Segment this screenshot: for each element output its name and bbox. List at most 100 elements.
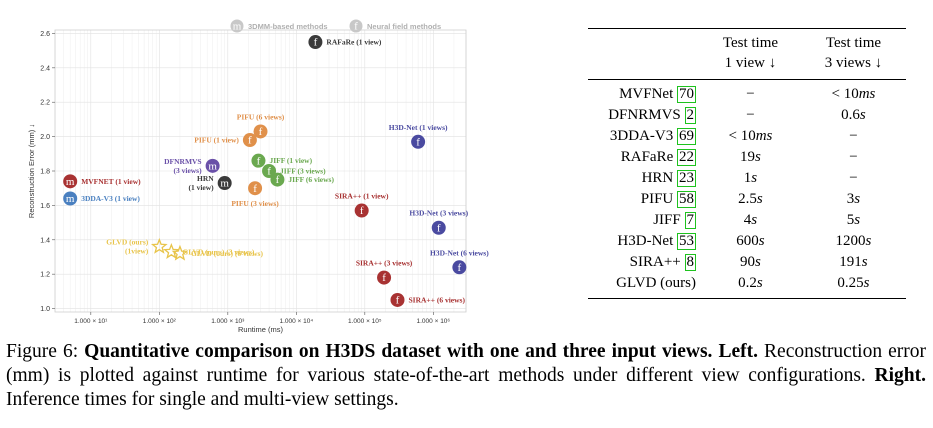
caption-left-text: Reconstruction error (mm) is plotted aga… [6, 341, 927, 386]
citation-link[interactable]: 53 [677, 233, 696, 250]
method-name: RAFaRe [620, 149, 674, 165]
table-row: 3DDA-V3 69 < 10ms − [588, 126, 906, 147]
y-tick-label: 2.2 [40, 100, 50, 107]
method-name: SIRA++ [629, 254, 681, 270]
citation-link[interactable]: 69 [677, 128, 696, 145]
m-badge-icon [230, 19, 244, 33]
m-badge-icon [205, 158, 220, 173]
point-label: H3D-Net (3 views) [409, 209, 468, 218]
time-1-view-cell: 90s [740, 254, 761, 270]
x-tick-label: 1.000 × 10⁴ [279, 318, 313, 325]
citation-link[interactable]: 2 [684, 107, 696, 124]
time-3-views-cell: 5s [846, 212, 861, 228]
data-point: f SIRA++ (6 views) [390, 292, 465, 307]
point-label: H3D-Net (6 views) [430, 248, 489, 257]
time-3-views-cell: 0.6s [841, 107, 866, 123]
table-row: GLVD (ours) 0.2s 0.25s [588, 273, 906, 299]
point-marker-letter: m [208, 160, 217, 172]
f-badge-icon [262, 164, 277, 178]
y-tick-label: 1.4 [40, 237, 50, 244]
caption-left-label: Left. [718, 341, 758, 362]
f-badge-icon [431, 220, 446, 235]
point-marker-letter: f [267, 166, 271, 178]
f-badge-icon [349, 19, 363, 33]
y-ticks: 1.0 1.2 1.4 1.6 1.8 2.0 2.2 2.4 2.6 [40, 31, 55, 313]
legend-item: f Neural field methods [349, 19, 441, 33]
x-tick-label: 1.000 × 10¹ [74, 318, 108, 325]
time-3-views-cell: 0.25s [800, 273, 906, 299]
citation-link[interactable]: 8 [684, 254, 696, 271]
f-badge-icon [354, 203, 369, 218]
data-point: f JIFF (1 view) [251, 153, 313, 168]
data-point: GLVD (ours) (3 views) [162, 243, 255, 259]
point-marker-letter: f [360, 205, 364, 217]
method-cell: SIRA++ 8 [588, 252, 700, 273]
caption-title: Quantitative comparison on H3DS dataset … [84, 341, 713, 362]
data-point: f RAFaRe (1 view) [308, 35, 382, 50]
method-name: HRN [641, 170, 674, 186]
table-row: PIFU 58 2.5s 3s [588, 189, 906, 210]
x-axis-label: Runtime (ms) [238, 325, 284, 334]
table-row: MVFNet 70 − < 10ms [588, 80, 906, 106]
point-label: PIFU (1 view) [194, 136, 239, 145]
citation-link[interactable]: 58 [677, 191, 696, 208]
citation-link[interactable]: 70 [677, 86, 696, 103]
time-1-view-cell: 600s [736, 233, 765, 249]
point-label: PIFU (6 views) [237, 112, 285, 121]
time-1-view-cell: < 10ms [728, 128, 773, 144]
header-test-time-3: Test time 3 views ↓ [800, 28, 906, 80]
point-marker-letter: f [382, 272, 386, 284]
f-badge-icon [377, 270, 392, 285]
time-1-view-cell: − [746, 86, 755, 102]
point-marker-letter: f [276, 174, 280, 186]
point-label: H3D-Net (1 views) [389, 123, 448, 132]
y-tick-label: 1.0 [40, 306, 50, 313]
point-marker-letter: f [259, 126, 263, 138]
data-point: f H3D-Net (1 views) [389, 123, 448, 149]
method-cell: HRN 23 [588, 168, 700, 189]
point-label: PIFU (3 views) [231, 199, 279, 208]
table-body: MVFNet 70 − < 10ms DFNRMVS 2 − 0.6s 3DDA-V3 69… [588, 80, 906, 299]
legend-marker-letter: m [233, 21, 242, 33]
point-label: JIFF (1 view) [269, 156, 312, 165]
point-marker-letter: m [220, 178, 229, 190]
method-name: DFNRMVS [608, 107, 681, 123]
f-badge-icon [308, 35, 323, 50]
method-name: PIFU [640, 191, 674, 207]
point-marker-letter: f [257, 155, 261, 167]
method-name: JIFF [653, 212, 681, 228]
citation-link[interactable]: 23 [677, 170, 696, 187]
method-name: MVFNet [619, 86, 674, 102]
table-header-row: Test time 1 view ↓ Test time 3 views ↓ [588, 28, 906, 80]
point-label: HRN (1 view) [188, 174, 214, 192]
method-cell: GLVD (ours) [588, 273, 700, 299]
point-label: GLVD (ours) (3 views) [182, 247, 255, 256]
data-point: f SIRA++ (1 view) [335, 192, 389, 218]
citation-link[interactable]: 7 [684, 212, 696, 229]
point-label: 3DDA-V3 (1 view) [81, 194, 140, 203]
m-badge-icon [63, 174, 78, 189]
method-cell: 3DDA-V3 69 [588, 126, 700, 147]
legend: m 3DMM-based methods f Neural field methods [230, 19, 441, 33]
data-point: f PIFU (1 view) [194, 133, 257, 148]
method-name: GLVD (ours) [616, 275, 696, 291]
x-ticks: 1.000 × 10¹ 1.000 × 10² 1.000 × 10³ 1.000 ×… [74, 312, 450, 325]
f-badge-icon [251, 153, 266, 168]
point-marker-letter: m [66, 176, 75, 188]
star-icon [171, 244, 189, 261]
point-marker-letter: f [396, 295, 400, 307]
point-marker-letter: f [416, 136, 420, 148]
legend-label: 3DMM-based methods [248, 22, 328, 31]
point-marker-letter: m [66, 193, 75, 205]
time-3-views-cell: − [849, 149, 858, 165]
caption-prefix: Figure 6: [6, 341, 79, 362]
y-tick-label: 2.6 [40, 31, 50, 38]
data-point: f PIFU (3 views) [231, 181, 279, 208]
inference-time-table: Test time 1 view ↓ Test time 3 views ↓ M… [588, 28, 906, 299]
time-3-views-cell: < 10ms [831, 86, 876, 102]
table-row: DFNRMVS 2 − 0.6s [588, 105, 906, 126]
point-marker-letter: f [437, 222, 441, 234]
point-label: JIFF (3 views) [280, 167, 326, 176]
citation-link[interactable]: 22 [677, 149, 696, 166]
point-marker-letter: f [253, 183, 257, 195]
